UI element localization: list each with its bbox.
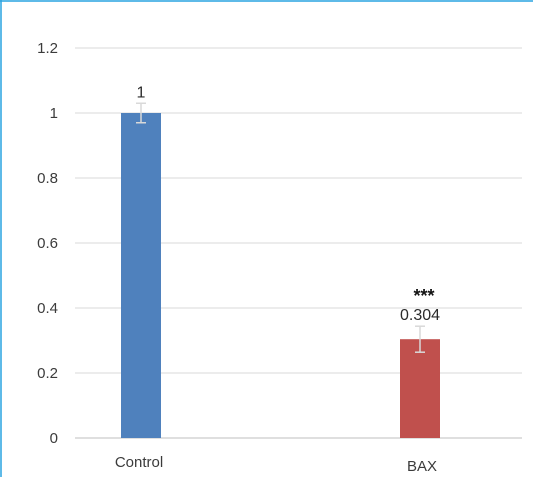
y-tick-label: 0.8 [37,170,58,187]
data-label: 0.304 [400,307,440,324]
y-tick-label: 0.4 [37,300,58,317]
bar-control [121,113,161,438]
category-label: BAX [407,458,437,475]
bars [121,113,440,438]
y-tick-label: 0.2 [37,365,58,382]
category-label: Control [115,454,163,471]
y-tick-label: 0 [50,430,58,447]
y-tick-label: 0.6 [37,235,58,252]
significance-marker: *** [413,286,434,306]
bar-bax [400,339,440,438]
error-bars [136,102,425,353]
y-axis-ticks: 0 0.2 0.4 0.6 0.8 1 1.2 [37,40,58,447]
y-tick-label: 1 [50,105,58,122]
data-label: 1 [137,84,146,101]
y-tick-label: 1.2 [37,40,58,57]
x-axis-categories: Control BAX [115,454,437,475]
data-labels: 1 0.304*** [137,84,441,324]
